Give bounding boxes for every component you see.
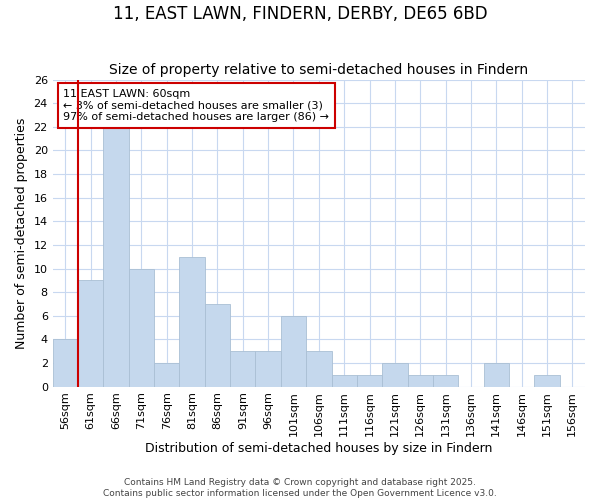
Bar: [306, 352, 332, 386]
Bar: [484, 363, 509, 386]
Text: 11, EAST LAWN, FINDERN, DERBY, DE65 6BD: 11, EAST LAWN, FINDERN, DERBY, DE65 6BD: [113, 5, 487, 23]
Text: Contains HM Land Registry data © Crown copyright and database right 2025.
Contai: Contains HM Land Registry data © Crown c…: [103, 478, 497, 498]
Bar: [357, 375, 382, 386]
Bar: [205, 304, 230, 386]
Bar: [407, 375, 433, 386]
Bar: [256, 352, 281, 386]
Bar: [154, 363, 179, 386]
Y-axis label: Number of semi-detached properties: Number of semi-detached properties: [15, 118, 28, 349]
Bar: [332, 375, 357, 386]
Bar: [230, 352, 256, 386]
Bar: [179, 257, 205, 386]
Bar: [433, 375, 458, 386]
Text: 11 EAST LAWN: 60sqm
← 3% of semi-detached houses are smaller (3)
97% of semi-det: 11 EAST LAWN: 60sqm ← 3% of semi-detache…: [64, 89, 329, 122]
Bar: [53, 340, 78, 386]
X-axis label: Distribution of semi-detached houses by size in Findern: Distribution of semi-detached houses by …: [145, 442, 493, 455]
Bar: [103, 127, 129, 386]
Bar: [535, 375, 560, 386]
Bar: [129, 268, 154, 386]
Bar: [78, 280, 103, 386]
Title: Size of property relative to semi-detached houses in Findern: Size of property relative to semi-detach…: [109, 63, 529, 77]
Bar: [382, 363, 407, 386]
Bar: [281, 316, 306, 386]
